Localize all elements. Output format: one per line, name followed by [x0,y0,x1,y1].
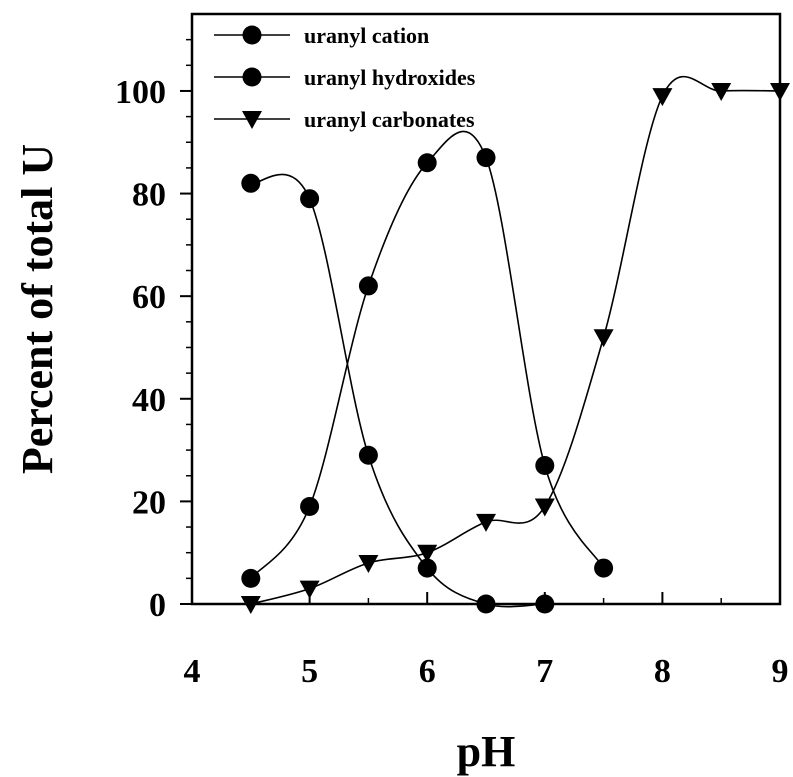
data-point-series-3 [534,498,555,517]
data-point-series-1 [358,445,378,465]
x-tick-label: 8 [654,653,671,690]
data-point-series-2 [241,568,261,588]
series-curves [250,75,781,608]
x-tick-label: 4 [184,653,201,690]
data-point-series-2 [594,558,614,578]
data-point-series-2 [300,497,320,517]
data-point-series-3 [593,329,614,348]
legend-label-2: uranyl hydroxides [304,65,476,90]
axis-ticks: 4 5 6 7 8 9 0 20 40 60 80 100 [115,38,789,690]
data-point-series-3 [299,580,320,599]
data-point-series-3 [358,554,379,573]
data-point-series-1 [300,189,320,209]
x-tick-label: 7 [536,653,553,690]
data-point-series-3 [476,513,496,532]
y-tick-label: 20 [132,484,166,521]
data-point-series-1 [417,558,437,578]
data-point-series-3 [770,82,790,101]
legend-marker-2 [242,67,262,87]
series-line-3 [250,75,781,605]
legend-marker-3 [242,111,262,129]
data-point-series-2 [358,276,378,296]
data-point-series-1 [476,594,496,614]
data-point-series-1 [535,594,555,614]
data-point-series-3 [711,82,732,101]
x-tick-label: 6 [419,653,436,690]
y-tick-label: 80 [132,177,166,214]
legend: uranyl cation uranyl hydroxides uranyl car… [214,23,476,132]
data-point-series-1 [241,173,261,193]
data-point-series-3 [240,596,261,614]
x-tick-label: 5 [301,653,318,690]
legend-marker-1 [242,25,262,45]
y-axis-title: Percent of total U [13,144,62,474]
series-line-1 [250,173,545,608]
data-point-series-3 [417,544,438,563]
y-tick-label: 100 [115,74,166,111]
data-point-series-3 [652,88,673,107]
y-tick-label: 40 [132,382,166,419]
series-markers [240,82,790,614]
legend-label-1: uranyl cation [304,23,429,48]
x-tick-label: 9 [772,653,789,690]
data-point-series-2 [476,148,496,168]
y-tick-label: 60 [132,279,166,316]
data-point-series-2 [535,455,555,475]
legend-label-3: uranyl carbonates [304,107,475,132]
y-tick-label: 0 [149,587,166,624]
x-axis-title: pH [457,727,516,776]
data-point-series-2 [417,153,437,173]
